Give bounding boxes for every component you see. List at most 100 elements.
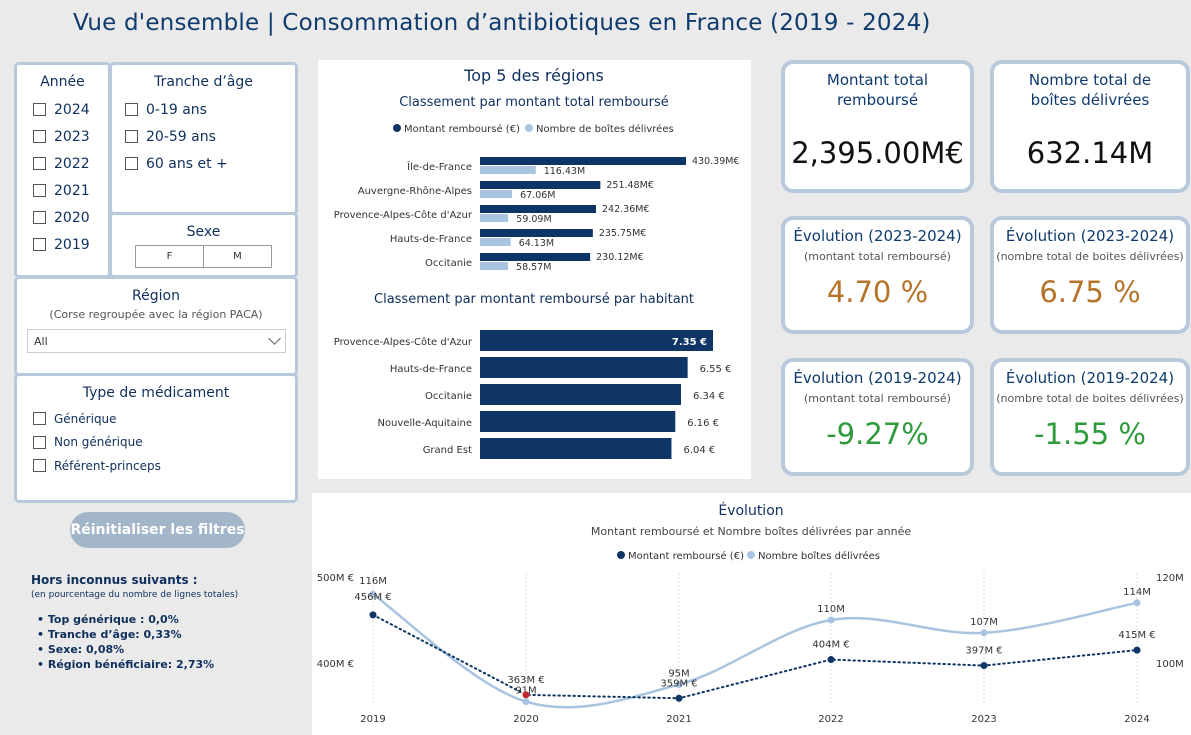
category-label: Hauts-de-France [390,364,472,375]
drug-type-option[interactable]: Non générique [33,431,295,455]
checkbox-icon[interactable] [33,211,46,224]
checkbox-icon[interactable] [33,238,46,251]
category-label: Occitanie [425,391,472,402]
year-option-label: 2022 [54,155,90,172]
right-axis-tick: 120M [1156,573,1184,584]
reset-filters-button[interactable]: Réinitialiser les filtres [70,512,245,548]
evolution-2019-2024-boxes-sub: (nombre total de boites délivrées) [996,392,1184,405]
x-tick-label: 2020 [513,714,538,725]
year-option[interactable]: 2024 [33,96,108,123]
boxes-data-label: 107M [970,617,998,628]
amount-data-label: 415M € [1118,630,1155,641]
page-title: Vue d'ensemble | Consommation d’antibiot… [73,10,931,36]
sex-f-button[interactable]: F [135,245,204,268]
age-option[interactable]: 60 ans et + [125,150,295,177]
top5-regions-chart: Top 5 des régions Classement par montant … [318,60,751,479]
chevron-down-icon [268,332,281,345]
year-option-label: 2021 [54,182,90,199]
per-capita-bar [480,411,676,432]
checkbox-icon[interactable] [33,412,46,426]
boxes-bar [480,238,511,246]
amount-point [522,691,530,699]
per-capita-bar [480,438,672,459]
checkbox-icon[interactable] [33,435,46,449]
year-option[interactable]: 2019 [33,231,108,258]
evolution-2019-2024-amount-sub: (montant total remboursé) [804,392,951,405]
legend-marker-boxes [747,551,755,559]
amount-bar [480,205,597,213]
legend-marker-boxes [525,124,533,132]
boxes-point [369,590,377,598]
total-amount-card: Montant total remboursé 2,395.00M€ [781,60,974,193]
amount-point [1133,646,1141,654]
drug-type-option[interactable]: Générique [33,407,295,431]
year-option[interactable]: 2020 [33,204,108,231]
region-dropdown[interactable]: All [27,329,286,353]
age-filter-label: Tranche d’âge [154,74,253,90]
age-option-label: 20-59 ans [146,128,216,145]
x-tick-label: 2021 [666,714,691,725]
year-option[interactable]: 2022 [33,150,108,177]
boxes-point [980,629,988,637]
category-label: Auvergne-Rhône-Alpes [358,185,472,197]
boxes-bar [480,166,536,174]
amount-bar [480,229,593,237]
per-capita-data-label: 6.16 € [687,418,719,429]
legend-label-amount: Montant remboursé (€) [628,550,744,562]
checkbox-icon[interactable] [33,459,46,473]
evolution-2023-2024-boxes-title: Évolution (2023-2024) [1005,227,1175,245]
amount-bar [480,253,591,261]
category-label: Provence-Alpes-Côte d'Azur [334,336,473,348]
boxes-data-label: 114M [1123,587,1151,598]
boxes-point [827,616,835,624]
year-filter-label: Année [40,74,85,90]
drug-type-option-label: Non générique [54,435,143,450]
drug-type-filter-label: Type de médicament [82,385,230,401]
x-tick-label: 2022 [818,714,843,725]
year-option[interactable]: 2023 [33,123,108,150]
checkbox-icon[interactable] [125,157,138,170]
amount-point [675,694,683,702]
checkbox-icon[interactable] [125,130,138,143]
evolution-2023-2024-boxes-card: Évolution (2023-2024) (nombre total de b… [990,216,1190,334]
per-capita-data-label: 6.55 € [700,364,732,375]
category-label: Nouvelle-Aquitaine [377,418,472,429]
unknowns-note: Hors inconnus suivants : (en pourcentage… [31,573,238,672]
legend-label-boxes: Nombre boîtes délivrées [758,550,880,562]
amount-data-label: 359M € [660,678,697,689]
legend-marker-amount [393,124,401,132]
boxes-bar [480,262,509,270]
evolution-2019-2024-boxes-card: Évolution (2019-2024) (nombre total de b… [990,358,1190,476]
year-option[interactable]: 2021 [33,177,108,204]
region-dropdown-value: All [34,334,48,348]
amount-point [827,656,835,664]
evolution-title: Évolution [718,502,783,519]
total-boxes-card: Nombre total de boîtes délivrées 632.14M [990,60,1190,193]
sex-m-button[interactable]: M [204,245,272,268]
checkbox-icon[interactable] [125,103,138,116]
age-option[interactable]: 0-19 ans [125,96,295,123]
evolution-2019-2024-boxes-value: -1.55 % [1034,417,1146,451]
boxes-point [1133,599,1141,607]
checkbox-icon[interactable] [33,157,46,170]
checkbox-icon[interactable] [33,130,46,143]
amount-data-label: 251.48M€ [606,180,653,191]
evolution-2023-2024-amount-card: Évolution (2023-2024) (montant total rem… [781,216,974,334]
age-option[interactable]: 20-59 ans [125,123,295,150]
boxes-data-label: 67.06M [520,190,555,201]
boxes-data-label: 110M [817,604,845,615]
per-capita-bar [480,330,713,351]
year-option-label: 2019 [54,236,90,253]
amount-data-label: 235.75M€ [599,228,646,239]
total-boxes-value: 632.14M [1026,136,1154,170]
drug-type-option-label: Référent-princeps [54,458,161,473]
sex-filter: Sexe F M [109,212,298,278]
region-filter-label: Région [132,288,180,304]
region-filter: Région (Corse regroupée avec la région P… [14,276,298,376]
amount-data-label: 397M € [965,646,1002,657]
checkbox-icon[interactable] [33,184,46,197]
amount-point [369,611,377,619]
drug-type-option[interactable]: Référent-princeps [33,454,295,478]
checkbox-icon[interactable] [33,103,46,116]
year-option-label: 2020 [54,209,90,226]
